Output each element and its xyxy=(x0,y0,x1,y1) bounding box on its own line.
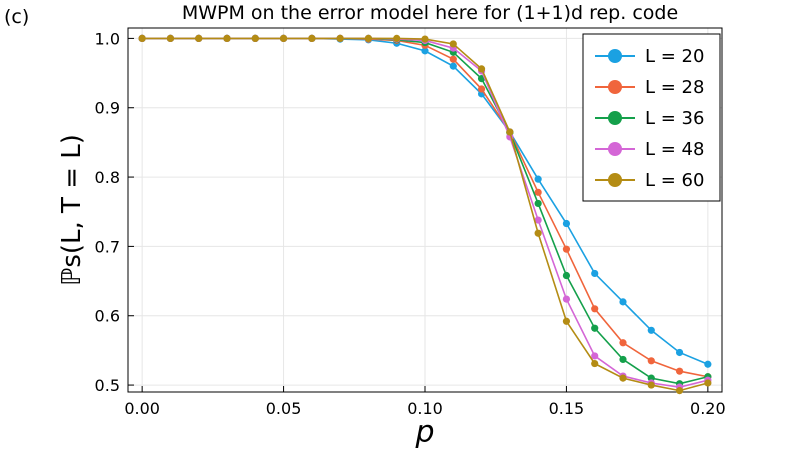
y-tick-label: 0.9 xyxy=(95,99,120,118)
data-point xyxy=(591,324,599,332)
x-tick-label: 0.15 xyxy=(549,399,585,418)
x-tick-label: 0.05 xyxy=(266,399,302,418)
legend-entry: L = 20 xyxy=(595,46,704,67)
series-4 xyxy=(138,34,712,395)
legend-label: L = 48 xyxy=(645,139,704,160)
data-point xyxy=(506,128,514,136)
data-point xyxy=(534,175,542,183)
data-point xyxy=(704,379,712,387)
data-point xyxy=(675,348,684,357)
data-point xyxy=(675,387,684,395)
legend-entry: L = 28 xyxy=(595,77,704,98)
legend-marker xyxy=(608,80,622,94)
series-layer xyxy=(138,34,712,395)
data-point xyxy=(449,55,457,63)
data-point xyxy=(647,381,655,389)
legend-marker xyxy=(608,173,622,187)
data-point xyxy=(619,339,627,347)
data-point xyxy=(534,199,542,208)
data-point xyxy=(477,65,486,73)
data-point xyxy=(195,34,203,43)
data-point xyxy=(591,352,599,360)
data-point xyxy=(251,34,259,43)
data-point xyxy=(675,367,684,375)
panel-label: (c) xyxy=(4,6,30,28)
legend-label: L = 60 xyxy=(645,170,704,191)
y-tick-label: 1.0 xyxy=(95,29,120,48)
legend-marker xyxy=(608,111,622,125)
data-point xyxy=(562,219,571,228)
legend: L = 20 L = 28 L = 36 L = 48 L = 60 xyxy=(582,33,721,202)
data-point xyxy=(647,326,655,334)
legend-label: L = 28 xyxy=(645,77,704,98)
data-point xyxy=(421,35,429,43)
data-point xyxy=(562,295,571,303)
data-point xyxy=(704,360,712,368)
data-point xyxy=(279,34,288,43)
x-tick-label: 0.10 xyxy=(407,399,443,418)
data-point xyxy=(449,62,457,70)
data-point xyxy=(336,34,344,43)
legend-entry: L = 36 xyxy=(595,108,704,129)
chart-title: MWPM on the error model here for (1+1)d … xyxy=(181,2,679,24)
y-tick-label: 0.8 xyxy=(95,168,120,187)
data-point xyxy=(223,34,231,43)
data-point xyxy=(138,34,146,43)
x-tick-label: 0.00 xyxy=(124,399,160,418)
data-point xyxy=(562,271,571,280)
data-point xyxy=(591,305,599,313)
data-point xyxy=(619,355,627,364)
legend-entry: L = 48 xyxy=(595,139,704,160)
x-axis-label: p xyxy=(414,415,434,449)
data-point xyxy=(591,269,599,278)
y-axis-label: ℙs(L, T = L) xyxy=(57,134,87,286)
data-point xyxy=(619,298,627,306)
axes: 0.00 0.05 0.10 0.15 0.20 0.5 0.6 0.7 0.8 0.9 1.0 xyxy=(95,29,726,418)
data-point xyxy=(393,34,401,43)
y-tick-label: 0.5 xyxy=(95,376,120,395)
data-point xyxy=(534,216,542,224)
data-point xyxy=(562,245,571,253)
data-point xyxy=(449,40,457,48)
legend-label: L = 36 xyxy=(645,108,704,129)
data-point xyxy=(477,85,486,93)
data-point xyxy=(534,229,542,237)
legend-label: L = 20 xyxy=(645,46,704,67)
data-point xyxy=(534,188,542,196)
y-tick-label: 0.6 xyxy=(95,307,120,326)
x-tick-label: 0.20 xyxy=(690,399,726,418)
data-point xyxy=(647,357,655,365)
data-point xyxy=(421,47,429,55)
data-point xyxy=(308,34,316,43)
data-point xyxy=(562,317,571,325)
legend-entry: L = 60 xyxy=(595,170,704,191)
data-point xyxy=(364,34,373,43)
y-tick-label: 0.7 xyxy=(95,237,120,256)
data-point xyxy=(591,359,599,368)
data-point xyxy=(166,34,175,43)
data-point xyxy=(619,374,627,382)
legend-marker xyxy=(608,49,622,63)
legend-marker xyxy=(608,142,622,156)
